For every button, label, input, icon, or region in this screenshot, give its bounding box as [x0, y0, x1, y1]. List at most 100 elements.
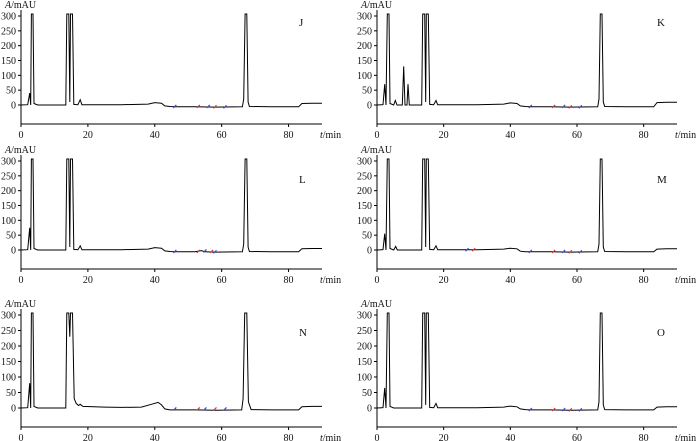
x-axis-label: t/min [675, 275, 696, 286]
x-axis-label-var: t [320, 130, 323, 141]
x-tick-label: 0 [19, 130, 24, 141]
y-tick-label: 200 [1, 41, 16, 52]
x-tick-label: 60 [217, 275, 227, 286]
y-tick-label: 50 [362, 231, 372, 242]
y-axis-label-var: A [360, 299, 368, 310]
peak-marker [471, 247, 476, 252]
y-tick-label: 250 [357, 326, 372, 337]
x-axis-label-unit: /min [678, 275, 696, 286]
x-axis-label: t/min [675, 130, 696, 141]
panel-label: L [299, 174, 306, 186]
x-axis-label-var: t [675, 275, 678, 286]
peak-marker [561, 104, 566, 109]
peak-marker [172, 249, 177, 254]
y-tick-label: 200 [1, 186, 16, 197]
y-tick-label: 150 [357, 357, 372, 368]
y-tick-label: 150 [357, 56, 372, 67]
x-axis-label-unit: /min [678, 130, 696, 141]
y-tick-label: 150 [1, 56, 16, 67]
peak-marker [528, 407, 533, 412]
y-tick-label: 0 [367, 101, 372, 112]
chromatogram-trace [376, 158, 677, 253]
x-tick-label: 60 [217, 433, 227, 441]
peak-marker [172, 407, 177, 411]
y-tick-label: 300 [1, 157, 16, 168]
y-axis-label: A/mAU [360, 145, 393, 156]
x-tick-label: 20 [439, 433, 449, 441]
x-axis-label-var: t [320, 433, 323, 441]
y-tick-label: 50 [6, 231, 16, 242]
x-tick-label: 0 [375, 130, 380, 141]
peak-marker [196, 407, 201, 411]
chromatogram-trace [376, 312, 677, 411]
peak-marker [528, 249, 533, 254]
y-tick-label: 50 [6, 86, 16, 97]
y-tick-label: 0 [11, 101, 16, 112]
panel-label: K [657, 17, 665, 29]
panel-label: O [657, 327, 665, 339]
y-tick-label: 150 [1, 357, 16, 368]
y-tick-label: 300 [357, 311, 372, 322]
y-axis-label: A/mAU [4, 0, 37, 11]
y-tick-label: 300 [1, 311, 16, 322]
x-tick-label: 40 [505, 275, 515, 286]
x-tick-label: 80 [284, 130, 294, 141]
y-tick-label: 200 [357, 41, 372, 52]
panel-label: J [299, 17, 304, 29]
x-tick-label: 0 [19, 275, 24, 286]
x-axis-label-var: t [675, 433, 678, 441]
y-axis-label: A/mAU [360, 0, 393, 11]
y-tick-label: 250 [1, 171, 16, 182]
peak-marker [206, 104, 211, 109]
x-axis-label: t/min [320, 130, 341, 141]
y-tick-label: 300 [357, 157, 372, 168]
peak-marker [528, 104, 533, 109]
x-tick-label: 40 [150, 275, 160, 286]
chart-panel-O: 0 50 100 150 200 250 300 0 20 40 60 80 A/mAU t/min O [357, 299, 696, 441]
chart-panel-J: 0 50 100 150 200 250 300 0 20 40 60 80 A/mAU t/min J [1, 0, 341, 141]
peak-marker [223, 407, 227, 411]
y-axis-label-var: A [4, 145, 12, 156]
peak-marker [561, 407, 566, 412]
y-axis-label-unit: /mAU [367, 299, 393, 310]
x-tick-label: 60 [572, 433, 582, 441]
y-tick-label: 100 [1, 216, 16, 227]
chromatogram-trace [376, 13, 677, 108]
peak-marker [578, 407, 583, 412]
y-axis-label-unit: /mAU [367, 145, 393, 156]
chromatogram-trace [20, 312, 322, 411]
y-tick-label: 100 [357, 71, 372, 82]
peak-marker [213, 407, 217, 411]
x-tick-label: 0 [375, 275, 380, 286]
panel-label: N [299, 327, 307, 339]
peak-marker [209, 249, 214, 254]
y-tick-label: 200 [357, 342, 372, 353]
peak-marker [196, 104, 201, 109]
chart-panel-K: 0 50 100 150 200 250 300 0 20 40 60 80 A/mAU t/min K [357, 0, 696, 141]
x-tick-label: 80 [639, 433, 649, 441]
peak-marker [465, 247, 469, 252]
peak-marker [203, 407, 207, 411]
peak-marker [196, 249, 201, 254]
x-tick-label: 80 [284, 433, 294, 441]
y-tick-label: 100 [1, 373, 16, 384]
y-tick-label: 50 [362, 86, 372, 97]
y-tick-label: 250 [1, 26, 16, 37]
x-tick-label: 40 [505, 130, 515, 141]
x-tick-label: 0 [375, 433, 380, 441]
x-axis-label-var: t [320, 275, 323, 286]
y-axis-label: A/mAU [4, 299, 37, 310]
y-tick-label: 100 [357, 373, 372, 384]
x-tick-label: 40 [150, 433, 160, 441]
peak-marker [578, 249, 583, 254]
y-tick-label: 0 [11, 404, 16, 415]
peak-marker [561, 249, 566, 254]
chart-panel-N: 0 50 100 150 200 250 300 0 20 40 60 80 A/mAU t/min N [1, 299, 341, 441]
chromatogram-trace [20, 13, 322, 108]
x-tick-label: 80 [639, 275, 649, 286]
x-axis-label-unit: /min [678, 433, 696, 441]
x-tick-label: 20 [83, 130, 93, 141]
y-tick-label: 100 [1, 71, 16, 82]
y-tick-label: 250 [357, 26, 372, 37]
x-tick-label: 20 [439, 130, 449, 141]
